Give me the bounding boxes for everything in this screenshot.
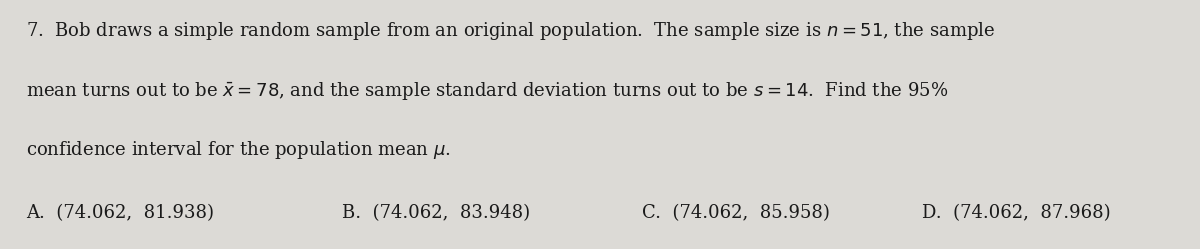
Text: mean turns out to be $\bar{x} = 78$, and the sample standard deviation turns out: mean turns out to be $\bar{x} = 78$, and… (26, 80, 948, 102)
Text: 7.  Bob draws a simple random sample from an original population.  The sample si: 7. Bob draws a simple random sample from… (26, 20, 996, 42)
Text: C.  (74.062,  85.958): C. (74.062, 85.958) (642, 204, 830, 222)
Text: A.  (74.062,  81.938): A. (74.062, 81.938) (26, 204, 215, 222)
Text: B.  (74.062,  83.948): B. (74.062, 83.948) (342, 204, 530, 222)
Text: D.  (74.062,  87.968): D. (74.062, 87.968) (922, 204, 1110, 222)
Text: confidence interval for the population mean $\mu$.: confidence interval for the population m… (26, 139, 451, 161)
